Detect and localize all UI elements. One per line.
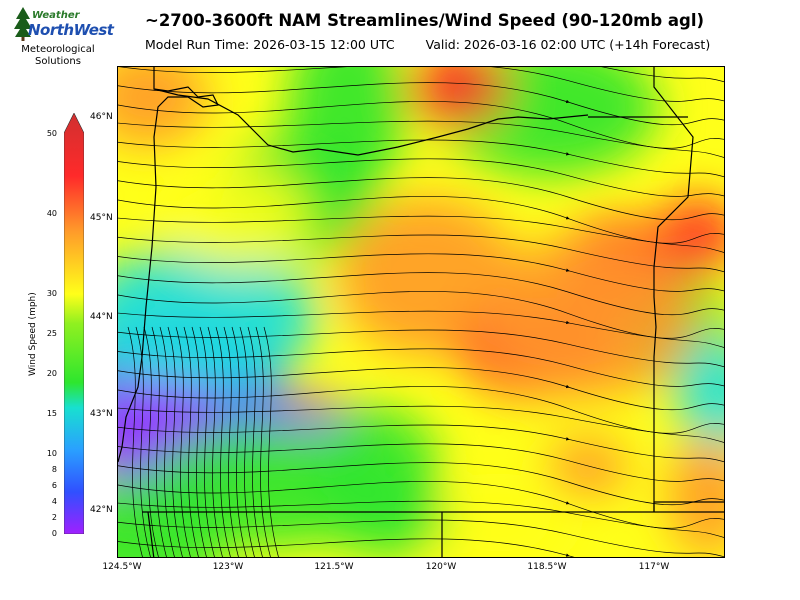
streamline (118, 481, 724, 529)
lon-label-121-5: 121.5°W (314, 562, 354, 572)
lon-label-117: 117°W (638, 562, 670, 572)
map-canvas (118, 67, 724, 557)
streamline (118, 538, 575, 557)
streamline (118, 405, 724, 443)
streamline (118, 348, 724, 387)
streamline (127, 326, 143, 557)
colorbar-tick-20: 20 (46, 369, 57, 378)
streamline (223, 326, 239, 557)
wind-speed-patch (338, 197, 518, 357)
streamline (118, 82, 724, 126)
boundaries (118, 67, 724, 557)
streamline (118, 158, 724, 197)
colorbar-tick-2: 2 (51, 513, 57, 522)
wind-speed-patch (678, 337, 724, 457)
wind-speed-patch (408, 67, 508, 127)
streamline (151, 326, 167, 557)
streamline (118, 462, 724, 506)
streamline (601, 67, 724, 83)
logo-sub-line1: Meteorological (21, 44, 95, 55)
colorbar (64, 113, 84, 534)
streamline (118, 291, 724, 339)
streamline (255, 326, 271, 557)
streamline (118, 177, 724, 221)
streamline (118, 120, 724, 158)
forecast-subtitle: Model Run Time: 2026-03-15 12:00 UTC Val… (145, 37, 710, 52)
weather-northwest-logo: Weather NorthWest Meteorological Solutio… (12, 5, 114, 70)
colorbar-tick-15: 15 (46, 409, 57, 418)
lon-label-118-5: 118.5°W (527, 562, 567, 572)
valid-time: Valid: 2026-03-16 02:00 UTC (+14h Foreca… (425, 37, 711, 52)
streamline (159, 326, 175, 557)
colorbar-label: Wind Speed (mph) (28, 292, 38, 376)
colorbar-tick-10: 10 (46, 449, 57, 458)
model-run-time: Model Run Time: 2026-03-15 12:00 UTC (145, 37, 395, 52)
streamline (135, 326, 151, 557)
lat-label-45: 45°N (90, 213, 113, 223)
page-title: ~2700-3600ft NAM Streamlines/Wind Speed … (145, 11, 705, 30)
wind-speed-patch (478, 237, 698, 397)
wind-speed-patch (658, 197, 724, 277)
wind-speed-map (117, 66, 725, 558)
colorbar-tick-4: 4 (51, 497, 57, 506)
streamline (118, 367, 724, 411)
streamline (118, 424, 724, 463)
colorbar-tick-30: 30 (46, 289, 57, 298)
streamline (118, 234, 724, 273)
streamline (118, 139, 724, 178)
lat-label-42: 42°N (90, 505, 113, 515)
streamline (199, 326, 215, 557)
streamline (183, 326, 199, 557)
streamline (231, 326, 247, 557)
colorbar-tick-8: 8 (51, 465, 57, 474)
streamline (207, 326, 223, 557)
streamline (118, 215, 724, 253)
logo-text-weather: Weather (32, 10, 80, 21)
streamline (167, 326, 183, 557)
colorbar-tick-40: 40 (46, 209, 57, 218)
streamline (118, 329, 724, 368)
logo-sub-line2: Solutions (35, 56, 81, 67)
streamline (247, 326, 263, 557)
logo-subtitle: Meteorological Solutions (12, 44, 104, 68)
colorbar-tick-6: 6 (51, 481, 57, 490)
streamline (118, 272, 724, 316)
logo-text-northwest: NorthWest (28, 21, 114, 39)
streamline (215, 326, 231, 557)
colorbar-tick-50: 50 (46, 129, 57, 138)
streamline (118, 500, 724, 538)
streamline (118, 196, 724, 244)
streamline (118, 101, 724, 149)
streamline (263, 326, 279, 557)
streamline (118, 386, 724, 434)
streamline (119, 67, 724, 102)
streamlines (118, 67, 724, 557)
lat-label-46: 46°N (90, 112, 113, 122)
colorbar-tick-25: 25 (46, 329, 57, 338)
lon-label-123: 123°W (212, 562, 244, 572)
streamline (175, 326, 191, 557)
streamline (143, 326, 159, 557)
lon-label-120: 120°W (425, 562, 457, 572)
lat-label-43: 43°N (90, 409, 113, 419)
lat-label-44: 44°N (90, 312, 113, 322)
wind-speed-patch (328, 477, 448, 557)
pine-tree-icon (14, 7, 32, 41)
streamline (191, 326, 207, 557)
wind-speed-patch (168, 167, 308, 267)
streamline (118, 253, 724, 292)
lon-label-124-5: 124.5°W (102, 562, 142, 572)
streamline (118, 443, 724, 482)
colorbar-tick-0: 0 (51, 529, 57, 538)
streamline (118, 310, 724, 348)
streamline (239, 326, 255, 557)
wind-speed-patch (118, 477, 228, 557)
